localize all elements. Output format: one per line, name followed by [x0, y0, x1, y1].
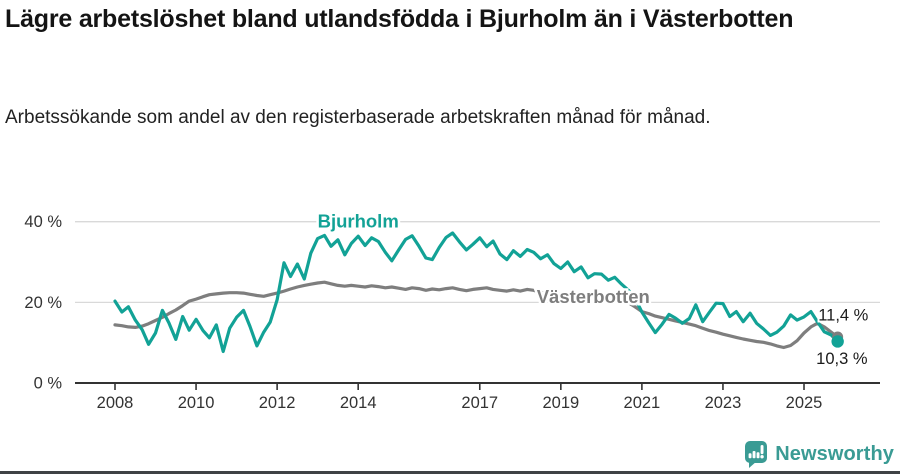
value-annotation: 10,3 %: [816, 350, 868, 368]
bottom-border: [0, 471, 900, 474]
line-chart-canvas: 2008 2010 2012 2014 2017 2019 2021 2023 2025 0 % 2…: [24, 208, 880, 412]
x-tick-label: 2017: [461, 394, 498, 412]
end-dot-bjurholm: [831, 335, 844, 348]
series-label-bjurholm: Bjurholm: [318, 211, 399, 232]
y-tick-label: 40 %: [24, 213, 62, 231]
x-tick-label: 2012: [259, 394, 296, 412]
newsworthy-credit[interactable]: Newsworthy: [744, 439, 894, 469]
x-tick-label: 2023: [705, 394, 742, 412]
y-tick-label: 20 %: [24, 294, 62, 312]
x-tick-label: 2025: [786, 394, 823, 412]
series-line-västerbotten: [113, 280, 840, 350]
brand-name: Newsworthy: [775, 442, 894, 465]
x-tick-label: 2019: [542, 394, 579, 412]
value-annotation: 11,4 %: [818, 306, 868, 324]
x-tick-label: 2008: [97, 394, 134, 412]
page-title: Lägre arbetslöshet bland utlandsfödda i …: [5, 5, 794, 33]
series-label-västerbotten: Västerbotten: [537, 286, 650, 307]
x-tick-label: 2021: [624, 394, 661, 412]
unemployment-line-chart: 2008 2010 2012 2014 2017 2019 2021 2023 2025 0 % 2…: [0, 185, 900, 425]
x-tick-label: 2014: [340, 394, 377, 412]
page-subtitle: Arbetssökande som andel av den registerb…: [5, 107, 711, 128]
x-tick-label: 2010: [178, 394, 215, 412]
series-line-bjurholm: [113, 231, 840, 354]
newsworthy-logo-icon: [745, 441, 768, 468]
y-tick-label: 0 %: [34, 375, 63, 393]
